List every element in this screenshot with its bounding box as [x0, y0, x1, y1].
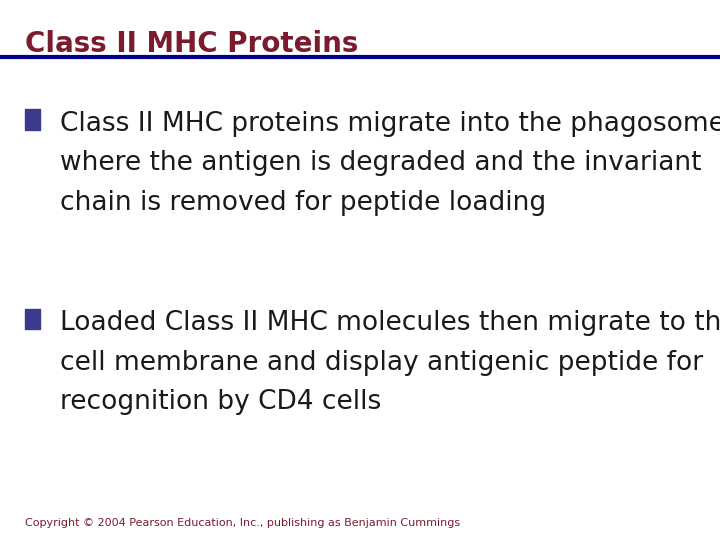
FancyBboxPatch shape [25, 309, 40, 329]
Text: Class II MHC proteins migrate into the phagosomes: Class II MHC proteins migrate into the p… [60, 111, 720, 137]
Text: Loaded Class II MHC molecules then migrate to the: Loaded Class II MHC molecules then migra… [60, 310, 720, 336]
Text: Copyright © 2004 Pearson Education, Inc., publishing as Benjamin Cummings: Copyright © 2004 Pearson Education, Inc.… [25, 518, 460, 528]
Text: chain is removed for peptide loading: chain is removed for peptide loading [60, 190, 546, 215]
Text: Class II MHC Proteins: Class II MHC Proteins [25, 30, 359, 58]
Text: where the antigen is degraded and the invariant: where the antigen is degraded and the in… [60, 150, 701, 176]
Text: recognition by CD4 cells: recognition by CD4 cells [60, 389, 381, 415]
Text: cell membrane and display antigenic peptide for: cell membrane and display antigenic pept… [60, 350, 703, 376]
FancyBboxPatch shape [25, 109, 40, 130]
